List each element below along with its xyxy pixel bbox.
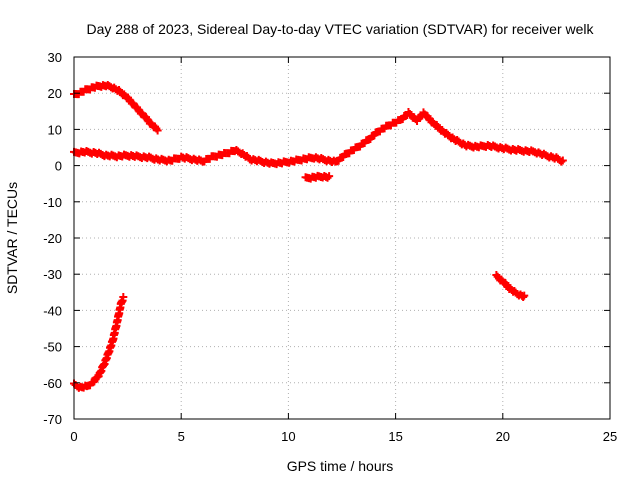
x-axis-title: GPS time / hours [287,458,394,474]
data-series [70,81,567,392]
series-arc-low-evening [492,270,529,301]
x-tick-label: 25 [603,429,617,444]
data-point [557,157,566,166]
y-axis-title: SDTVAR / TECUs [4,182,20,294]
x-tick-label: 0 [70,429,77,444]
x-tick-labels: 0 5 10 15 20 25 [70,429,617,444]
y-tick-label: -60 [43,376,62,391]
grid-lines [74,57,610,419]
data-point [519,292,528,301]
y-tick-label: -20 [43,231,62,246]
x-tick-label: 10 [281,429,295,444]
series-arc-high-morning [70,81,162,135]
y-tick-label: -70 [43,412,62,427]
y-tick-label: -30 [43,267,62,282]
y-tick-label: -50 [43,340,62,355]
x-tick-label: 5 [178,429,185,444]
data-point [153,126,162,135]
y-tick-label: 0 [55,159,62,174]
data-point [520,291,529,300]
axis-ticks [73,56,611,420]
y-tick-label: 30 [48,50,62,65]
y-tick-label: 20 [48,86,62,101]
data-point [325,172,334,181]
data-point [323,173,332,182]
y-tick-labels: -70 -60 -50 -40 -30 -20 -10 0 10 20 30 [43,50,62,427]
chart-title: Day 288 of 2023, Sidereal Day-to-day VTE… [86,21,594,37]
x-tick-label: 20 [496,429,510,444]
y-tick-label: -10 [43,195,62,210]
series-arc-short-offset [301,171,334,183]
data-point [119,293,128,302]
x-tick-label: 15 [388,429,402,444]
data-point [558,156,567,165]
y-tick-label: 10 [48,122,62,137]
series-arc-low-morning [70,293,128,392]
series-arc-main [70,108,567,169]
y-tick-label: -40 [43,303,62,318]
